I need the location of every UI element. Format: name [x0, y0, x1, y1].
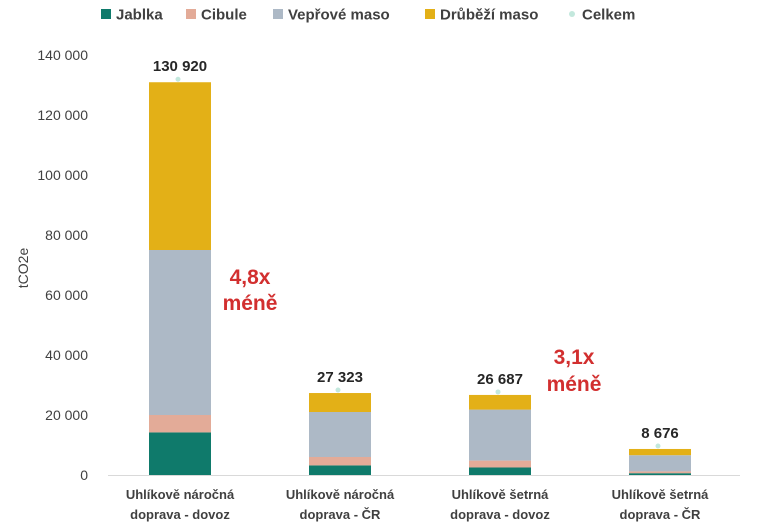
bar-segment [629, 473, 691, 475]
bar-segment [309, 412, 371, 457]
bars [149, 82, 691, 475]
legend-swatch [101, 9, 111, 19]
x-axis: Uhlíkově náročná doprava - dovoz Uhlíkově … [126, 487, 709, 522]
ratio-annotation: méně [547, 373, 602, 396]
legend-label: Cibule [201, 7, 247, 24]
x-tick-label: doprava - dovoz [130, 507, 230, 522]
legend-swatch [425, 9, 435, 19]
y-tick-label: 80 000 [45, 227, 88, 243]
y-tick-label: 120 000 [37, 107, 88, 123]
bar-segment [309, 393, 371, 412]
x-tick-label: doprava - dovoz [450, 507, 550, 522]
y-tick-label: 140 000 [37, 47, 88, 63]
legend-swatch [273, 9, 283, 19]
ratio-annotation: 4,8x [230, 266, 271, 289]
legend-marker [569, 11, 575, 17]
bar-segment [309, 457, 371, 466]
total-label: 8 676 [641, 425, 679, 442]
x-tick-label: Uhlíkově šetrná [452, 487, 550, 502]
y-tick-label: 40 000 [45, 347, 88, 363]
annotations: 4,8x méně 3,1x méně [223, 266, 602, 396]
x-tick-label: Uhlíkově šetrná [612, 487, 710, 502]
x-tick-label: Uhlíkově náročná [286, 487, 395, 502]
total-point [495, 389, 501, 395]
legend-swatch [186, 9, 196, 19]
bar-segment [629, 471, 691, 474]
bar-segment [309, 465, 371, 475]
legend-label: Vepřové maso [288, 7, 390, 24]
legend-label: Celkem [582, 7, 635, 24]
legend: Jablka Cibule Vepřové maso Drůběží maso Celk… [101, 7, 635, 24]
bar-segment [469, 460, 531, 468]
bar-segment [149, 415, 211, 433]
legend-label: Drůběží maso [440, 7, 538, 24]
x-tick-label: doprava - ČR [300, 507, 382, 522]
y-tick-label: 20 000 [45, 407, 88, 423]
total-point [655, 443, 661, 449]
bar-segment [469, 467, 531, 475]
bar-segment [149, 250, 211, 415]
x-tick-label: Uhlíkově náročná [126, 487, 235, 502]
total-label: 130 920 [153, 58, 207, 75]
bar-segment [149, 82, 211, 251]
y-tick-label: 0 [80, 467, 88, 483]
bar-segment [629, 448, 691, 456]
y-tick-label: 60 000 [45, 287, 88, 303]
total-label: 27 323 [317, 369, 363, 386]
bar-segment [469, 394, 531, 410]
total-point [175, 76, 181, 82]
y-tick-label: 100 000 [37, 167, 88, 183]
bar-segment [629, 455, 691, 472]
ratio-annotation: méně [223, 292, 278, 315]
y-axis-label: tCO2e [15, 248, 31, 289]
ratio-annotation: 3,1x [554, 346, 595, 369]
total-point [335, 387, 341, 393]
total-label: 26 687 [477, 371, 523, 388]
x-tick-label: doprava - ČR [620, 507, 702, 522]
total-markers: 130 920 27 323 26 687 8 676 [153, 58, 679, 449]
y-axis: 0 20 000 40 000 60 000 80 000 100 000 120 000 1… [37, 47, 88, 483]
bar-segment [149, 432, 211, 475]
legend-label: Jablka [116, 7, 163, 24]
bar-segment [469, 409, 531, 461]
